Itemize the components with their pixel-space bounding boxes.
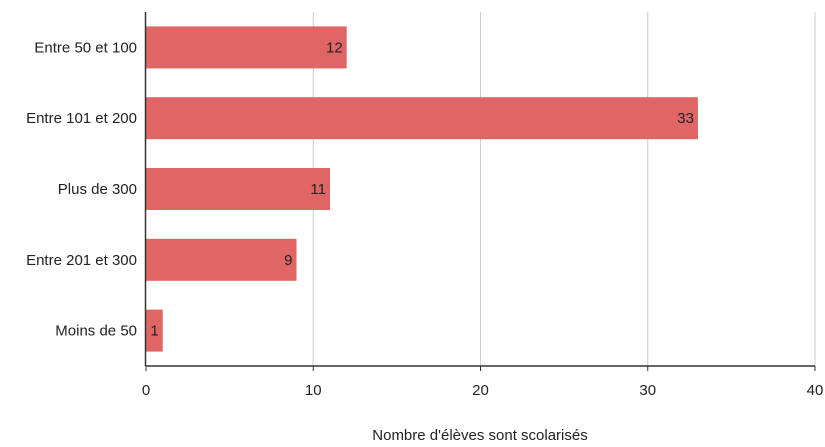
x-tick-label: 30 (639, 382, 656, 399)
y-axis: Entre 50 et 100 Entre 101 et 200 Plus de 3… (26, 12, 147, 366)
x-tick-label: 40 (807, 382, 824, 399)
bar (146, 97, 698, 140)
bar (146, 309, 163, 352)
x-axis: 0 10 20 30 40 (142, 365, 824, 399)
data-label: 1 (150, 323, 158, 340)
x-tick-label: 0 (142, 382, 150, 399)
data-label: 9 (284, 252, 292, 269)
data-label: 11 (310, 181, 326, 198)
x-tick-label: 20 (472, 382, 489, 399)
category-label: Moins de 50 (55, 323, 137, 340)
category-label: Entre 201 et 300 (26, 252, 137, 269)
x-tick-label: 10 (305, 382, 322, 399)
bar (146, 26, 347, 69)
x-axis-title: Nombre d'élèves sont scolarisés (372, 427, 587, 444)
category-label: Entre 101 et 200 (26, 110, 137, 127)
data-label: 33 (677, 110, 694, 127)
data-label: 12 (326, 39, 343, 56)
bar (146, 168, 330, 210)
category-label: Entre 50 et 100 (34, 39, 137, 56)
category-label: Plus de 300 (58, 181, 137, 198)
bars: 12 33 11 9 1 (146, 26, 698, 352)
bar (146, 238, 297, 281)
gridlines (312, 12, 816, 366)
